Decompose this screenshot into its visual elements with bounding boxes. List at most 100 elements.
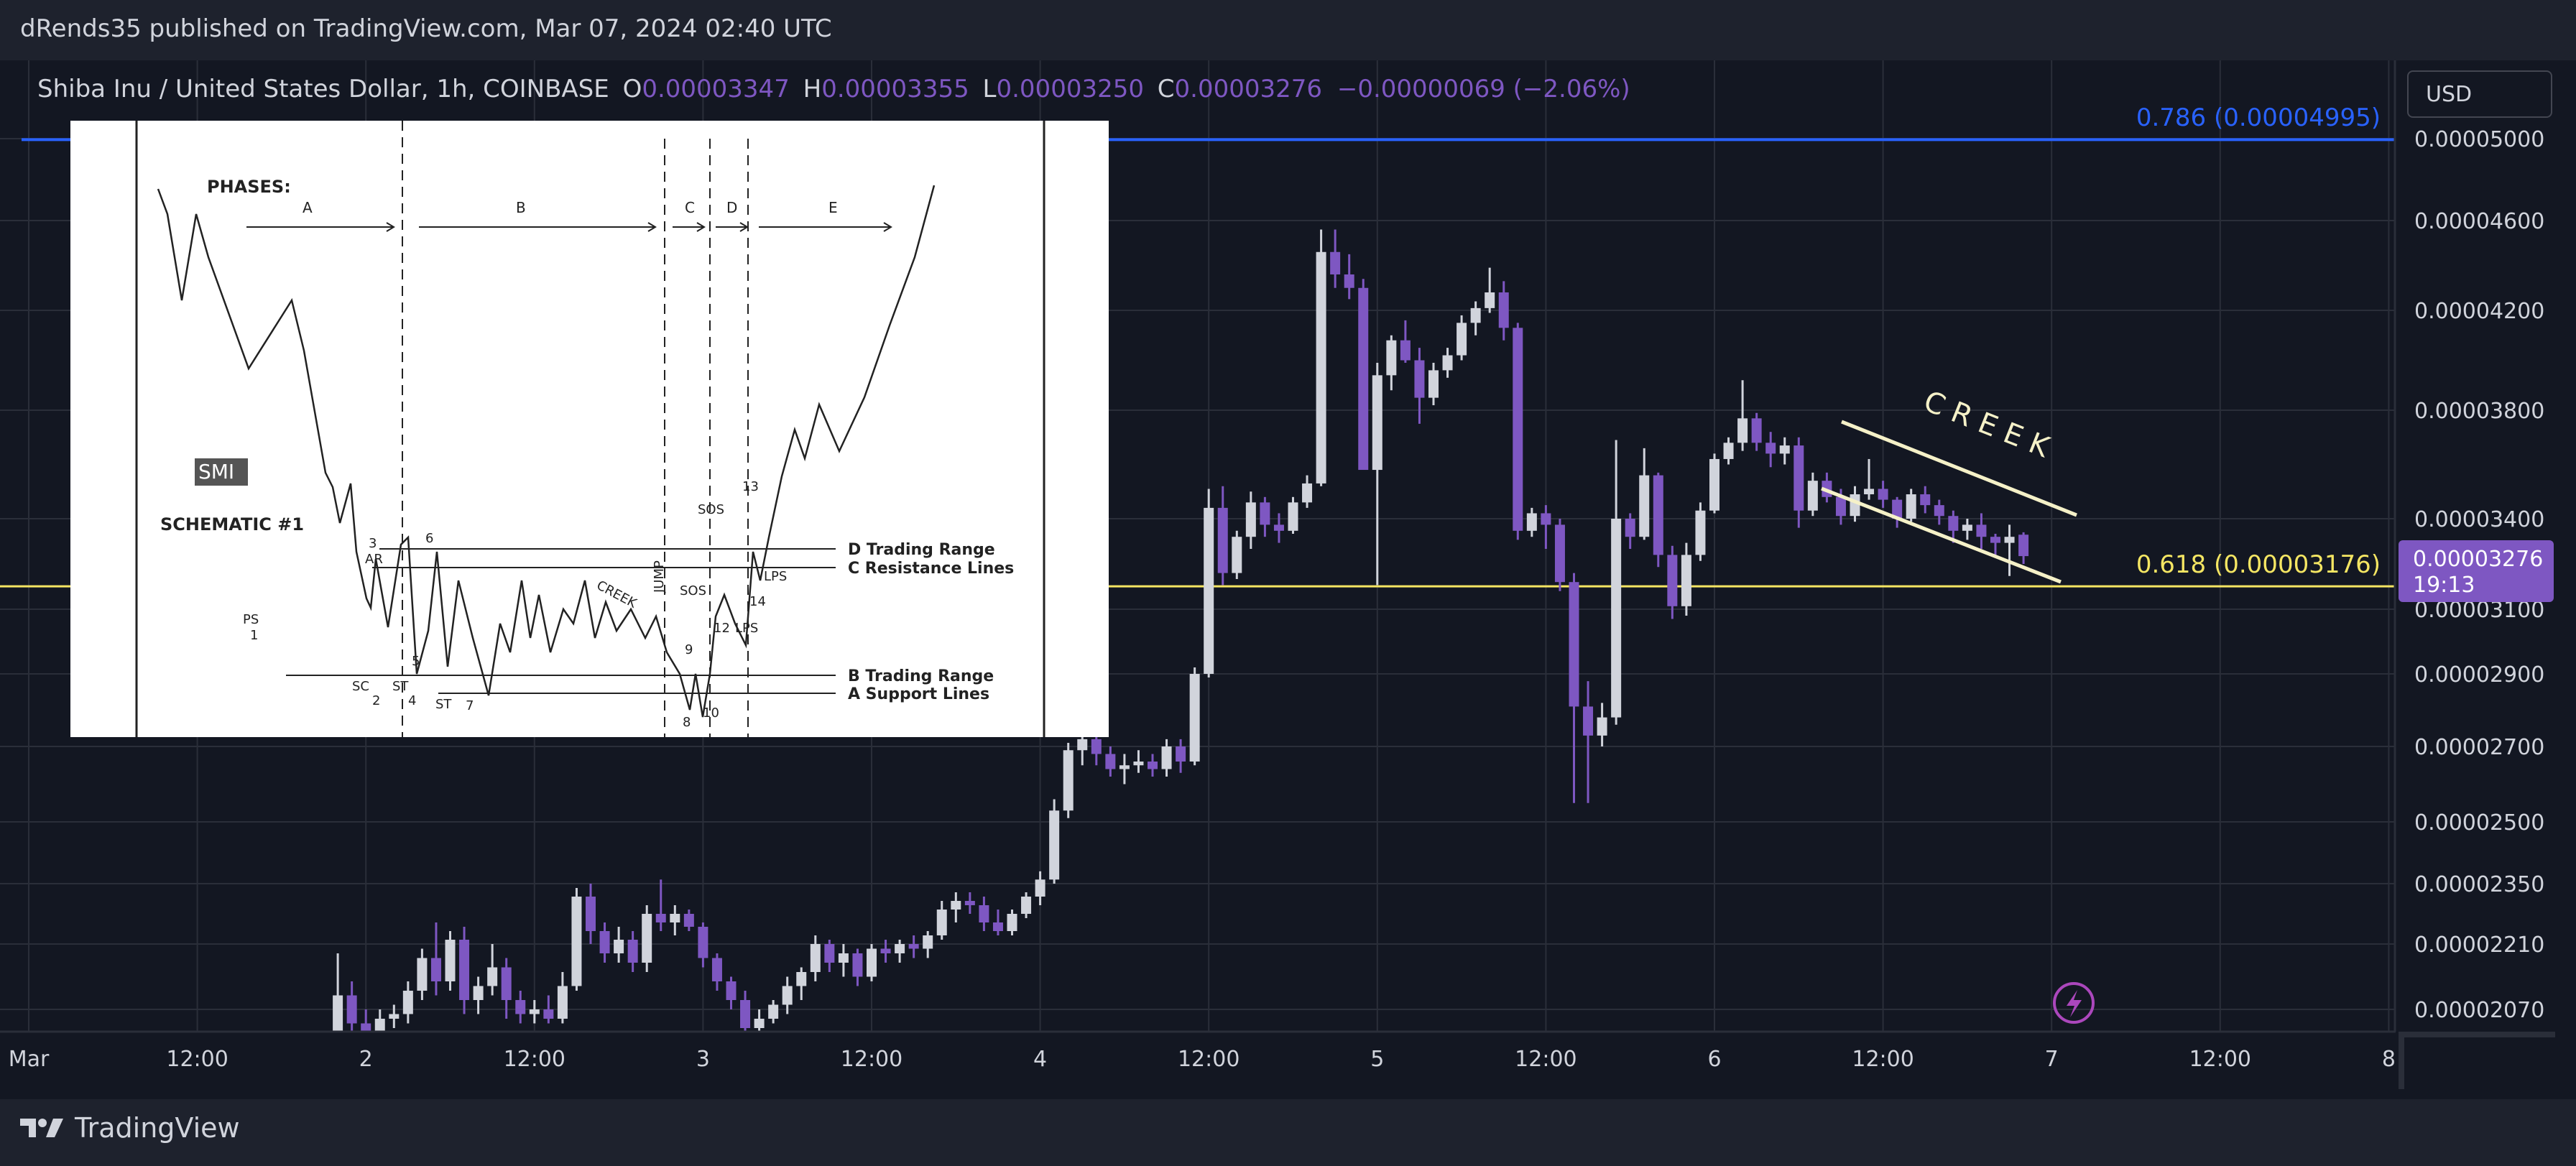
lightning-icon[interactable] (2053, 982, 2095, 1024)
candle (1288, 496, 1298, 534)
time-tick-label: 12:00 (841, 1047, 902, 1072)
candle (571, 888, 582, 991)
candle-body (1386, 340, 1397, 376)
candle (1695, 502, 1706, 561)
price-tick-label: 0.00002500 (2414, 810, 2544, 836)
candle-body (1962, 524, 1972, 531)
candle-body (1807, 481, 1818, 511)
legend-high-value: 0.00003355 (821, 75, 969, 103)
candle-body (1063, 750, 1074, 811)
candle-body (1569, 582, 1579, 707)
candle (923, 931, 933, 958)
price-tick-label: 0.00002210 (2414, 933, 2544, 958)
candle-body (1105, 754, 1116, 769)
candle (1456, 315, 1467, 361)
candle (1934, 499, 1944, 525)
candle-body (1948, 516, 1959, 531)
candle-body (782, 986, 793, 1005)
candle-body (586, 897, 596, 931)
candle (1681, 542, 1691, 616)
candle (1751, 412, 1762, 451)
candle (852, 948, 863, 986)
legend-open-label: O (622, 75, 642, 103)
candle-body (1316, 251, 1326, 483)
legend-symbol[interactable]: Shiba Inu / United States Dollar, 1h, CO… (37, 75, 609, 103)
candle-body (2018, 535, 2029, 557)
candle (1597, 703, 1607, 746)
candle (1611, 440, 1622, 725)
candle (529, 1000, 540, 1024)
candle-body (1513, 328, 1523, 531)
candle (951, 892, 961, 922)
candle (599, 922, 610, 963)
svg-text:SC: SC (352, 679, 369, 694)
candle-body (1667, 555, 1678, 606)
price-tick-label: 0.00003800 (2414, 399, 2544, 424)
candle-body (923, 935, 933, 949)
candle-body (459, 940, 470, 1000)
price-tick-label: 0.00004200 (2414, 299, 2544, 324)
svg-text:10: 10 (703, 705, 719, 721)
candle (655, 879, 666, 931)
candle-body (543, 1009, 554, 1019)
candle-body (1850, 494, 1860, 517)
candle-body (529, 1009, 540, 1014)
candle (796, 967, 807, 1000)
svg-text:14: 14 (749, 594, 766, 609)
time-axis-panel[interactable] (0, 1032, 2396, 1099)
candle (936, 901, 947, 940)
svg-text:C: C (685, 199, 695, 216)
candle (1217, 486, 1228, 586)
legend-change: −0.00000069 (−2.06%) (1337, 75, 1630, 103)
candle (515, 991, 526, 1024)
tradingview-logo-icon (20, 1119, 63, 1137)
candle-body (655, 914, 666, 922)
candle-body (599, 931, 610, 953)
candle (1414, 348, 1425, 424)
candle-body (346, 995, 357, 1024)
tradingview-logo[interactable]: TradingView (20, 1112, 240, 1144)
candle (1260, 496, 1270, 537)
time-tick-label: 12:00 (1515, 1047, 1576, 1072)
candle-countdown: 19:13 (2413, 573, 2475, 598)
candle (1035, 871, 1045, 905)
candle-body (1358, 287, 1369, 471)
candle-body (1526, 513, 1537, 531)
candle-body (852, 953, 863, 977)
candle (1063, 742, 1074, 818)
candle (1204, 489, 1214, 678)
currency-button[interactable]: USD (2407, 70, 2552, 118)
candle (1878, 481, 1888, 508)
candle (2018, 532, 2029, 564)
candle-body (1161, 746, 1172, 769)
candle (1119, 754, 1130, 785)
svg-text:D: D (726, 199, 737, 216)
candle-body (698, 927, 708, 958)
candle (1133, 750, 1144, 773)
candle-body (992, 922, 1003, 931)
footer-bar (0, 1099, 2576, 1166)
candle-body (1344, 274, 1354, 288)
svg-text:C Resistance Lines: C Resistance Lines (848, 560, 1014, 578)
candle (908, 935, 919, 958)
candle-body (838, 953, 849, 963)
candle-body (979, 905, 989, 922)
svg-text:4: 4 (408, 693, 416, 708)
axis-corner-v (2399, 1032, 2404, 1089)
candle (1554, 519, 1565, 591)
candle (1709, 453, 1719, 514)
time-tick-label: 12:00 (2189, 1047, 2251, 1072)
candle (627, 931, 638, 972)
candle-body (670, 914, 680, 922)
candle-body (936, 910, 947, 935)
candle (1386, 335, 1397, 391)
time-tick-label: 6 (1707, 1047, 1721, 1072)
candle-body (1485, 292, 1495, 308)
candle (1513, 323, 1523, 540)
candle (1779, 437, 1790, 465)
svg-text:9: 9 (685, 642, 693, 657)
candle (964, 892, 975, 914)
candle (895, 940, 905, 963)
creek-channel: C R E E K (1821, 385, 2077, 584)
candle (1176, 739, 1186, 773)
